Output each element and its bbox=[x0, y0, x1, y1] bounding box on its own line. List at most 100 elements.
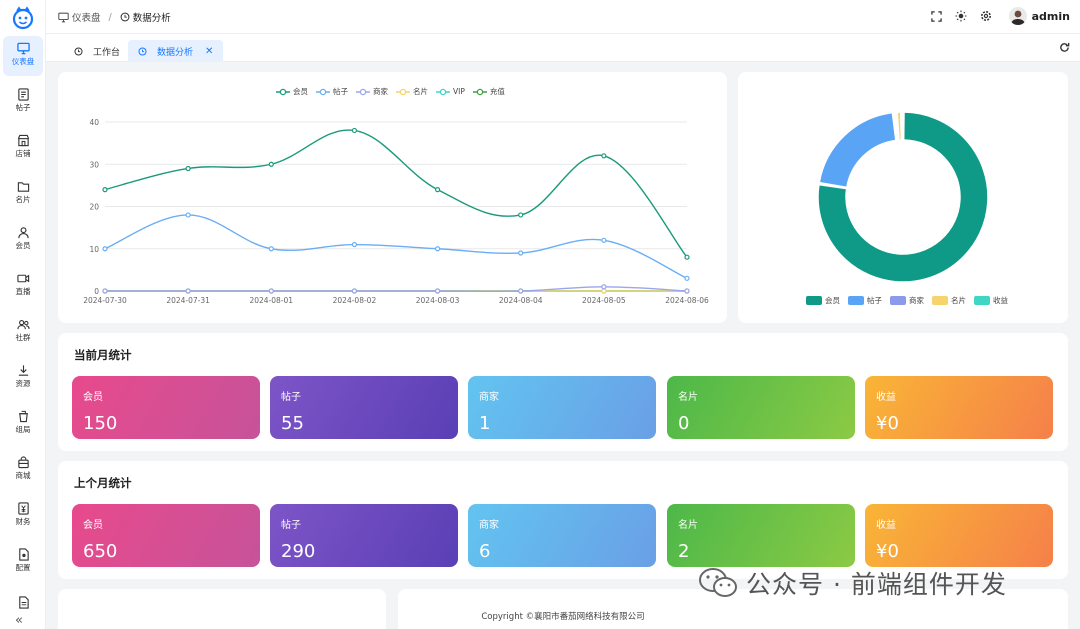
sidebar: 仪表盘 帖子 店铺 名片 会员 直播 社群 资源 组局 商城 财务 配 bbox=[0, 0, 46, 629]
sidebar-item-label: 名片 bbox=[15, 195, 31, 204]
watermark-text: 公众号 · 前端组件开发 bbox=[746, 570, 1007, 599]
header-toolbar: admin bbox=[924, 7, 1070, 25]
sidebar-item-dashboard[interactable]: 仪表盘 bbox=[3, 36, 43, 76]
logo-icon[interactable] bbox=[11, 6, 35, 30]
legend-item[interactable]: VIP bbox=[436, 87, 465, 96]
legend-item[interactable]: 商家 bbox=[356, 86, 388, 97]
stat-card-revenue: 收益 ¥0 bbox=[865, 504, 1053, 567]
data-point bbox=[518, 288, 524, 294]
donut-chart-legend: 会员 帖子 商家 名片 收益 bbox=[806, 295, 1016, 306]
donut-chart bbox=[817, 111, 989, 283]
legend-item[interactable]: 收益 bbox=[974, 295, 1008, 306]
theme-sun-icon[interactable] bbox=[949, 10, 974, 22]
x-tick-label: 2024-07-30 bbox=[83, 296, 127, 305]
x-tick-label: 2024-08-04 bbox=[499, 296, 543, 305]
breadcrumb-item-dashboard[interactable]: 仪表盘 bbox=[72, 13, 101, 24]
legend-item[interactable]: 充值 bbox=[472, 86, 505, 97]
monitor-icon bbox=[58, 12, 69, 22]
stat-card-cards: 名片 2 bbox=[667, 504, 855, 567]
sidebar-item-shop[interactable]: 店铺 bbox=[3, 128, 43, 168]
sidebar-item-events[interactable]: 组局 bbox=[3, 404, 43, 444]
data-point bbox=[434, 186, 441, 193]
data-point bbox=[601, 237, 607, 243]
tab-label: 数据分析 bbox=[157, 47, 194, 58]
data-point bbox=[102, 288, 108, 294]
data-point bbox=[601, 288, 607, 294]
legend-item[interactable]: 商家 bbox=[890, 295, 924, 306]
legend-item[interactable]: 帖子 bbox=[848, 295, 882, 306]
line-chart-card: 会员 帖子 商家 名片 VIP 充值 0 10 20 30 40 2024-07-30 2024-07… bbox=[58, 72, 727, 323]
stat-label: 商家 bbox=[479, 520, 499, 531]
legend-item[interactable]: 帖子 bbox=[316, 86, 348, 97]
refresh-icon[interactable] bbox=[1059, 42, 1070, 56]
clock-icon bbox=[138, 46, 147, 56]
legend-item[interactable]: 会员 bbox=[276, 86, 308, 97]
sidebar-item-label: 店铺 bbox=[15, 149, 31, 158]
clock-icon bbox=[120, 12, 130, 22]
sidebar-item-community[interactable]: 社群 bbox=[3, 312, 43, 352]
data-point bbox=[268, 161, 274, 167]
folder-icon bbox=[17, 182, 29, 192]
stat-label: 帖子 bbox=[281, 520, 301, 531]
settings-gear-icon[interactable] bbox=[974, 10, 999, 22]
sidebar-item-resources[interactable]: 资源 bbox=[3, 358, 43, 398]
sidebar-item-config[interactable]: 配置 bbox=[3, 542, 43, 582]
legend-label: VIP bbox=[453, 87, 465, 96]
legend-label: 帖子 bbox=[867, 296, 882, 305]
sidebar-item-label: 配置 bbox=[15, 563, 31, 572]
data-point bbox=[102, 246, 108, 252]
sidebar-item-label: 组局 bbox=[15, 425, 31, 434]
series-line bbox=[104, 286, 688, 293]
sidebar-item-label: 商城 bbox=[15, 471, 31, 480]
sidebar-item-cards[interactable]: 名片 bbox=[3, 174, 43, 214]
sidebar-item-members[interactable]: 会员 bbox=[3, 220, 43, 260]
sidebar-item-more[interactable] bbox=[3, 590, 43, 610]
x-tick-label: 2024-08-01 bbox=[249, 296, 293, 305]
y-tick-label: 0 bbox=[94, 287, 99, 296]
sidebar-item-posts[interactable]: 帖子 bbox=[3, 82, 43, 122]
current-month-card: 当前月统计 会员 150 帖子 55 商家 1 名片 0 收益 ¥0 bbox=[58, 333, 1068, 451]
stat-value: 55 bbox=[281, 413, 304, 434]
sidebar-item-label: 仪表盘 bbox=[11, 57, 35, 66]
legend-item[interactable]: 名片 bbox=[932, 295, 966, 306]
sidebar-item-mall[interactable]: 商城 bbox=[3, 450, 43, 490]
stat-card-revenue: 收益 ¥0 bbox=[865, 376, 1053, 439]
y-tick-label: 20 bbox=[89, 203, 99, 212]
y-tick-label: 30 bbox=[89, 160, 99, 169]
data-point bbox=[684, 254, 690, 260]
sidebar-item-finance[interactable]: 财务 bbox=[3, 496, 43, 536]
document-icon bbox=[17, 88, 29, 101]
breadcrumb: 仪表盘 / 数据分析 bbox=[58, 10, 171, 24]
section-title: 上个月统计 bbox=[74, 476, 132, 490]
stat-card-members: 会员 150 bbox=[72, 376, 260, 439]
data-point bbox=[102, 186, 108, 193]
collapse-sidebar-icon[interactable]: « bbox=[15, 613, 23, 628]
footer-copyright: Copyright ©襄阳市番茄网络科技有限公司 bbox=[481, 612, 645, 622]
x-tick-label: 2024-08-06 bbox=[665, 296, 709, 305]
config-icon bbox=[18, 548, 29, 561]
data-point bbox=[684, 288, 690, 294]
close-tab-icon[interactable]: ✕ bbox=[205, 45, 214, 57]
sidebar-item-label: 资源 bbox=[15, 379, 31, 388]
data-point bbox=[268, 288, 274, 294]
tab-data-analysis[interactable]: 数据分析 ✕ bbox=[128, 40, 224, 62]
donut-slice bbox=[893, 111, 899, 142]
data-point bbox=[601, 153, 607, 159]
legend-item[interactable]: 名片 bbox=[396, 86, 428, 97]
tabs-bar: 工作台 数据分析 ✕ bbox=[46, 34, 1080, 62]
legend-label: 充值 bbox=[489, 87, 505, 96]
donut-chart-card: 会员 帖子 商家 名片 收益 bbox=[738, 72, 1068, 323]
legend-label: 商家 bbox=[373, 87, 388, 96]
avatar[interactable] bbox=[1008, 7, 1027, 25]
donut-slice bbox=[896, 111, 903, 141]
data-point bbox=[185, 288, 191, 294]
data-point bbox=[351, 127, 358, 134]
tab-workbench[interactable]: 工作台 bbox=[64, 40, 130, 62]
sidebar-item-live[interactable]: 直播 bbox=[3, 266, 43, 306]
legend-item[interactable]: 会员 bbox=[806, 295, 840, 306]
sidebar-item-label: 直播 bbox=[15, 287, 31, 296]
series-line bbox=[104, 129, 688, 258]
username[interactable]: admin bbox=[1031, 9, 1070, 23]
fullscreen-icon[interactable] bbox=[924, 10, 949, 22]
document-list-icon bbox=[18, 596, 29, 609]
